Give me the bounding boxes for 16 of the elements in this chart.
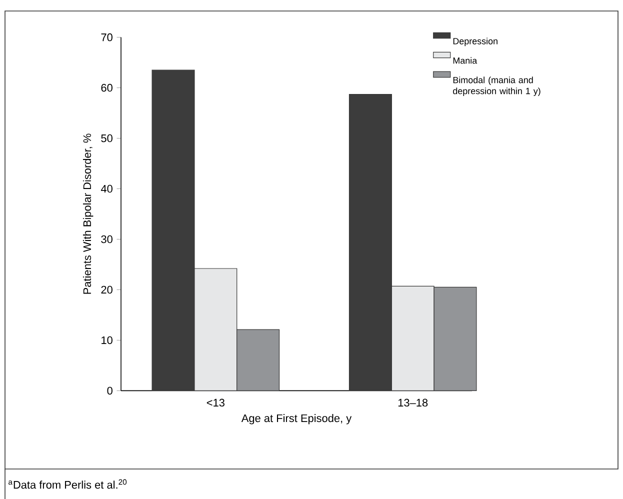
text: Depression [453,38,498,46]
y-tick-label: 0 [107,386,112,395]
text: Bimodal (mania and depression within 1 y) [453,76,540,96]
y-tick-label: 10 [102,336,112,344]
y-tick-label: 60 [101,84,112,92]
x-axis-title: Age at First Episode, y [241,414,352,424]
y-tick-label: 50 [101,134,112,142]
x-tick-label: <13 [206,398,224,407]
text: $^{a}$Data from Perlis et al.$^{20}$ [8,479,127,489]
x-tick-label: 13–18 [398,398,428,407]
legend-label: Mania [453,57,478,64]
y-tick-label: 40 [100,184,112,193]
y-tick-label: 70 [101,33,112,42]
y-tick-label: 20 [101,286,112,294]
y-axis-title: Patients With Bipolar Disorder, % [83,134,94,294]
y-tick-label: 30 [101,235,112,244]
